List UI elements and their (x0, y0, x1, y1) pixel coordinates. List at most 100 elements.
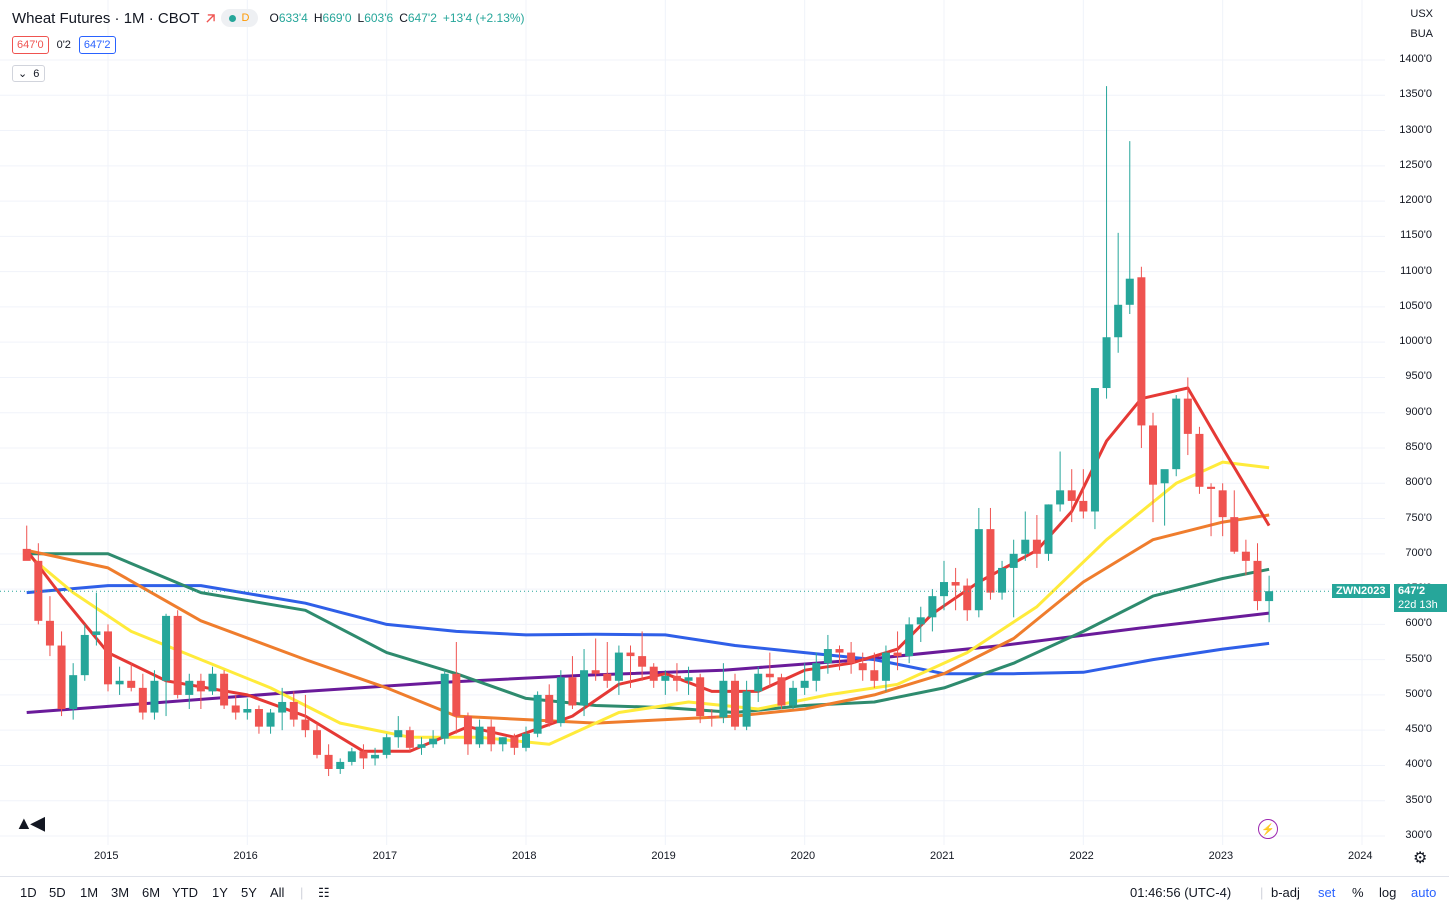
status-dot-icon (228, 14, 236, 22)
candle-body (881, 652, 890, 681)
gear-icon[interactable]: ⚙ (1413, 850, 1428, 867)
candle-body (324, 754, 333, 769)
candle-body (591, 670, 600, 674)
chart-grid (0, 0, 1385, 845)
candle-body (440, 673, 449, 739)
time-tick-label: 2024 (1348, 850, 1373, 862)
timeframe-1d[interactable]: 1D (20, 885, 37, 900)
close-label: C (399, 11, 408, 25)
candle-body (196, 680, 205, 692)
candle-body (835, 649, 844, 653)
candle-body (127, 680, 136, 688)
candle-body (614, 652, 623, 681)
timeframe-1m[interactable]: 1M (80, 885, 99, 900)
price-tick-label: 600'0 (1405, 617, 1432, 630)
timeframe-3m[interactable]: 3M (111, 885, 130, 900)
candle-body (870, 670, 879, 681)
candle-body (951, 582, 960, 586)
candle-body (696, 677, 705, 717)
candle-body (649, 666, 658, 681)
candle-body (754, 673, 763, 692)
candle-body (742, 691, 751, 727)
candle-body (22, 548, 31, 561)
price-tick-label: 900'0 (1405, 405, 1432, 418)
candle-body (684, 677, 693, 681)
price-tick-label: 500'0 (1405, 687, 1432, 700)
sell-button[interactable]: 647'0 (12, 36, 49, 54)
candle-body (522, 733, 530, 748)
candle-body (1241, 551, 1250, 561)
flag-icon[interactable] (205, 13, 215, 23)
candle-body (254, 709, 263, 727)
clock[interactable]: 01:46:56 (UTC-4) (1130, 885, 1232, 900)
candle-body (57, 645, 66, 710)
time-tick-label: 2023 (1208, 850, 1234, 862)
candle-body (580, 670, 589, 706)
candle-body (231, 705, 240, 713)
candle-body (278, 701, 287, 713)
candle-body (963, 585, 972, 611)
candle-body (603, 673, 612, 681)
candle-body (371, 754, 380, 759)
ohlc-values: O633'4 H669'0 L603'6 C647'2 +13'4 (+2.13… (270, 11, 525, 25)
timeframe-all[interactable]: All (270, 885, 285, 900)
price-tick-label: 550'0 (1405, 652, 1432, 665)
symbol-title[interactable]: Wheat Futures · 1M · CBOT (12, 9, 200, 27)
candle-body (731, 680, 739, 727)
price-tick-label: 1250'0 (1399, 158, 1432, 171)
price-tick-label: 400'0 (1405, 758, 1432, 771)
timeframe-ytd[interactable]: YTD (172, 885, 198, 900)
price-tick-label: 1200'0 (1399, 194, 1432, 207)
candle-body (789, 687, 798, 706)
price-tick-label: 350'0 (1405, 793, 1432, 806)
candle-body (220, 673, 229, 706)
moving-averages (25, 386, 1271, 753)
market-status-pill[interactable]: D (220, 9, 258, 27)
time-tick-label: 2021 (930, 850, 955, 862)
candle-body (208, 673, 217, 692)
price-chart[interactable] (0, 0, 1449, 876)
candle-body (463, 716, 472, 745)
candle-body (1009, 553, 1018, 568)
candle-body (638, 656, 647, 667)
lightning-icon[interactable]: ⚡ (1258, 819, 1278, 839)
buy-button[interactable]: 647'2 (78, 36, 116, 54)
timeframe-1y[interactable]: 1Y (212, 885, 228, 900)
price-tick-label: 750'0 (1405, 511, 1432, 524)
candle-body (185, 680, 194, 695)
candle-body (672, 675, 681, 681)
price-tick-label: 950'0 (1405, 370, 1432, 383)
settlement-toggle[interactable]: set (1318, 885, 1336, 900)
currency-label[interactable]: USX (1410, 8, 1433, 20)
percent-toggle[interactable]: % (1352, 885, 1364, 900)
candle-body (382, 737, 391, 755)
close-value: 647'2 (407, 11, 437, 25)
auto-toggle[interactable]: auto (1411, 885, 1437, 900)
candle-body (429, 738, 438, 745)
ma-line-orange (26, 513, 1270, 725)
badj-toggle[interactable]: b-adj (1271, 885, 1300, 900)
price-tick-label: 1150'0 (1400, 229, 1432, 242)
timeframe-5d[interactable]: 5D (49, 885, 66, 900)
candle-body (707, 716, 716, 718)
timeframe-6m[interactable]: 6M (142, 885, 161, 900)
timeframe-5y[interactable]: 5Y (241, 885, 257, 900)
candle-body (92, 631, 101, 635)
candle-body (34, 560, 43, 621)
candle-body (1253, 560, 1262, 602)
time-tick-label: 2022 (1069, 850, 1094, 862)
candle-body (173, 615, 182, 695)
candle-body (940, 582, 948, 597)
candle-body (986, 529, 995, 593)
toolbar-divider-2: | (1260, 885, 1264, 900)
indicators-toggle[interactable]: ⌄ 6 (12, 65, 46, 82)
log-toggle[interactable]: log (1379, 885, 1397, 900)
candle-body (405, 730, 414, 748)
low-label: L (357, 11, 365, 25)
date-range-icon[interactable]: ☷ (318, 885, 330, 900)
ma-line-red (25, 386, 1271, 753)
price-tick-label: 1350'0 (1399, 88, 1432, 101)
units-label[interactable]: BUA (1410, 28, 1433, 40)
tradingview-logo[interactable]: ▲◀ (15, 813, 45, 833)
time-tick-label: 2018 (512, 850, 537, 862)
